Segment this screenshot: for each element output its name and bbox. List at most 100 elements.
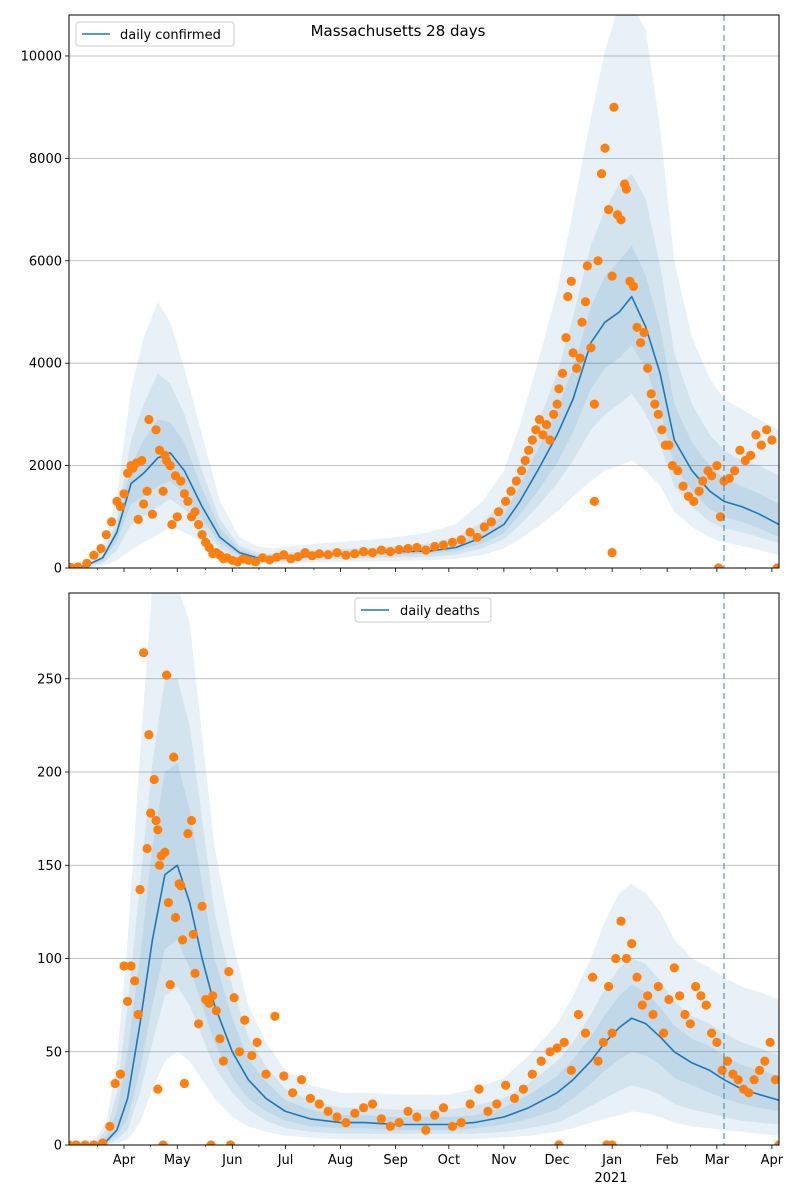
- data-point: [300, 548, 310, 558]
- data-point: [541, 420, 552, 430]
- data-point: [520, 455, 530, 466]
- data-point: [765, 1037, 775, 1047]
- confirmed-legend-label: daily confirmed: [120, 28, 221, 43]
- x-tick-label: Apr: [113, 1153, 136, 1168]
- x-tick-label: Jan: [601, 1153, 622, 1168]
- data-point: [224, 967, 234, 977]
- data-point: [261, 1069, 271, 1079]
- data-point: [604, 981, 614, 992]
- data-point: [472, 532, 482, 542]
- x-tick-label: Mar: [705, 1153, 730, 1168]
- data-point: [648, 1009, 658, 1020]
- data-point: [135, 884, 145, 895]
- data-point: [80, 1140, 90, 1145]
- data-point: [689, 496, 699, 506]
- deaths-chart: 0 50 100 150 200 250 Apr May Jun Jul Aug Sep Oct Nov…: [37, 592, 784, 1186]
- data-point: [483, 1106, 493, 1116]
- data-point: [179, 1078, 189, 1089]
- data-point: [234, 1047, 244, 1057]
- data-point: [130, 976, 140, 986]
- data-point: [163, 898, 173, 908]
- data-point: [627, 939, 637, 949]
- data-point: [350, 549, 360, 559]
- data-point: [183, 829, 193, 839]
- data-point: [240, 1015, 250, 1025]
- data-point: [589, 496, 600, 506]
- data-point: [653, 409, 663, 419]
- data-point: [247, 1050, 257, 1061]
- data-point: [646, 389, 656, 399]
- data-point: [746, 450, 756, 460]
- data-point: [531, 425, 541, 435]
- deaths-legend-label: daily deaths: [400, 604, 480, 619]
- data-point: [494, 507, 504, 517]
- uncertainty-band-middle: [69, 173, 779, 568]
- data-point: [637, 1000, 647, 1010]
- data-point: [73, 562, 83, 568]
- data-point: [465, 527, 475, 537]
- data-point: [139, 648, 149, 658]
- data-point: [639, 327, 649, 338]
- data-point: [568, 348, 578, 358]
- data-point: [632, 972, 642, 982]
- deaths-gridlines: [69, 678, 779, 1053]
- data-point: [751, 430, 761, 440]
- data-point: [621, 953, 632, 964]
- data-point: [229, 993, 239, 1003]
- data-point: [376, 545, 386, 555]
- uncertainty-band-inner: [69, 762, 779, 1145]
- data-point: [527, 1069, 537, 1079]
- data-point: [566, 276, 576, 286]
- data-point: [430, 541, 440, 552]
- data-point: [744, 1088, 754, 1098]
- data-point: [154, 860, 165, 870]
- data-point: [314, 1099, 324, 1109]
- data-point: [176, 476, 186, 486]
- x-tick-label: Jun: [221, 1153, 242, 1168]
- chart-title: Massachusetts 28 days: [311, 22, 486, 40]
- data-point: [602, 1140, 612, 1145]
- data-point: [421, 1125, 431, 1135]
- uncertainty-band-outer: [69, 593, 779, 1145]
- data-point: [146, 808, 156, 818]
- x-tick-label: Sep: [383, 1153, 408, 1168]
- data-point: [596, 169, 607, 179]
- data-point: [350, 1108, 360, 1118]
- y-tick-label: 50: [45, 1045, 62, 1060]
- data-point: [323, 1106, 333, 1116]
- data-point: [538, 430, 548, 440]
- data-point: [554, 1140, 564, 1145]
- data-point: [105, 1121, 115, 1131]
- data-point: [305, 1093, 315, 1103]
- data-point: [341, 550, 351, 560]
- data-point: [172, 512, 182, 522]
- x-tick-label: May: [164, 1153, 191, 1168]
- data-point: [206, 1140, 216, 1145]
- data-point: [147, 509, 157, 519]
- data-point: [367, 548, 378, 558]
- data-point: [307, 551, 317, 561]
- data-point: [774, 0, 783, 5]
- confirmed-data-points: [69, 0, 783, 568]
- data-point: [412, 542, 422, 553]
- y-tick-label: 150: [37, 859, 62, 874]
- data-point: [566, 1065, 576, 1075]
- data-point: [186, 815, 197, 826]
- deaths-x-axis: Apr May Jun Jul Aug Sep Oct Nov Dec Jan Feb Mar Apr: [97, 1145, 784, 1168]
- data-point: [680, 1009, 690, 1020]
- uncertainty-band-middle: [69, 678, 779, 1145]
- data-point: [730, 466, 740, 476]
- data-point: [149, 774, 159, 785]
- data-point: [367, 1099, 378, 1109]
- confirmed-uncertainty-bands: [69, 15, 779, 568]
- data-point: [685, 1019, 695, 1029]
- data-point: [341, 1118, 351, 1128]
- y-tick-label: 8000: [29, 152, 62, 167]
- data-point: [179, 489, 189, 499]
- y-tick-label: 6000: [29, 254, 62, 269]
- data-point: [456, 1118, 466, 1128]
- data-point: [142, 486, 152, 496]
- data-point: [107, 517, 117, 527]
- data-point: [101, 530, 111, 540]
